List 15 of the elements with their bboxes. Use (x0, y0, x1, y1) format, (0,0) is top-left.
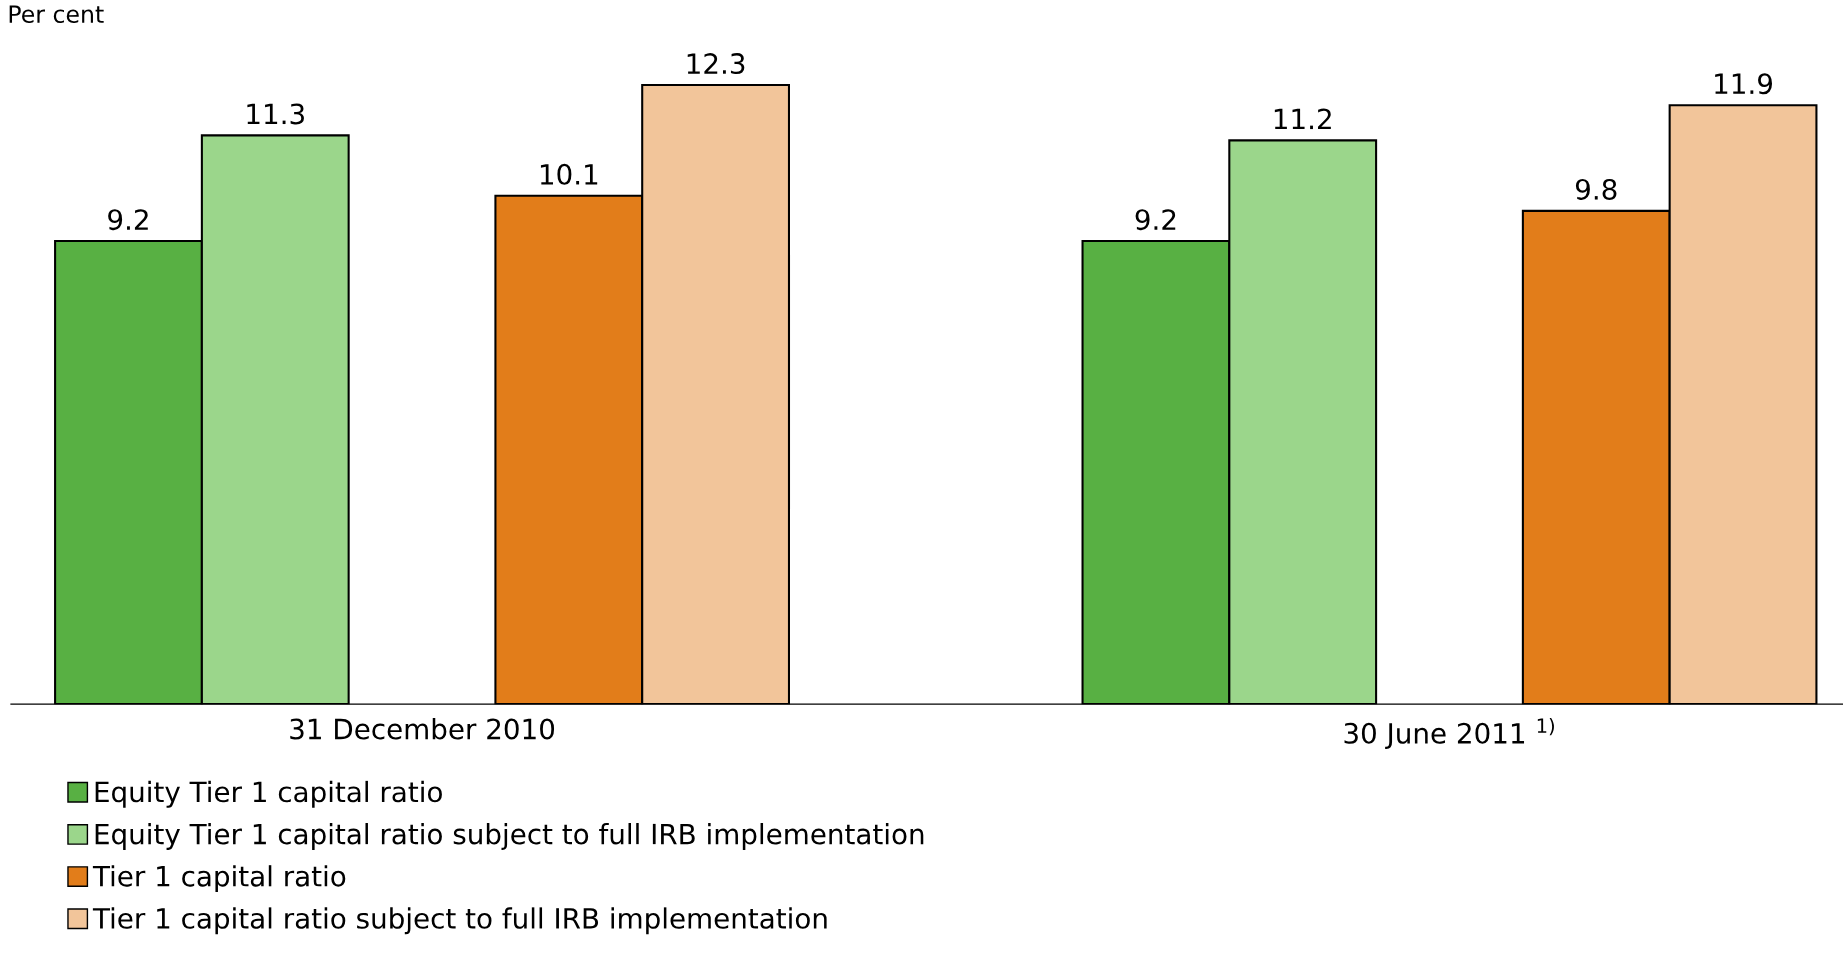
legend-label: Tier 1 capital ratio (92, 865, 346, 893)
data-label: 12.3 (687, 53, 745, 75)
y-axis-title: Per cent (9, 5, 104, 24)
legend-label: Tier 1 capital ratio subject to full IRB implementation (92, 907, 827, 935)
data-label: 9.2 (108, 209, 148, 231)
data-label: 11.9 (1715, 73, 1773, 95)
legend-label: Equity Tier 1 capital ratio (95, 780, 442, 808)
data-label: 10.1 (540, 163, 598, 185)
legend-label: Equity Tier 1 capital ratio subject to full IRB implementation (95, 823, 924, 850)
data-label: 9.2 (1135, 209, 1176, 231)
data-label: 11.3 (247, 103, 304, 125)
data-label: 9.8 (1575, 178, 1617, 200)
x-tick-label: 30 June 2011 $^{1)}$ (1344, 718, 1554, 749)
x-tick-label: 31 December 2010 (290, 718, 555, 740)
data-label: 11.2 (1274, 108, 1331, 130)
